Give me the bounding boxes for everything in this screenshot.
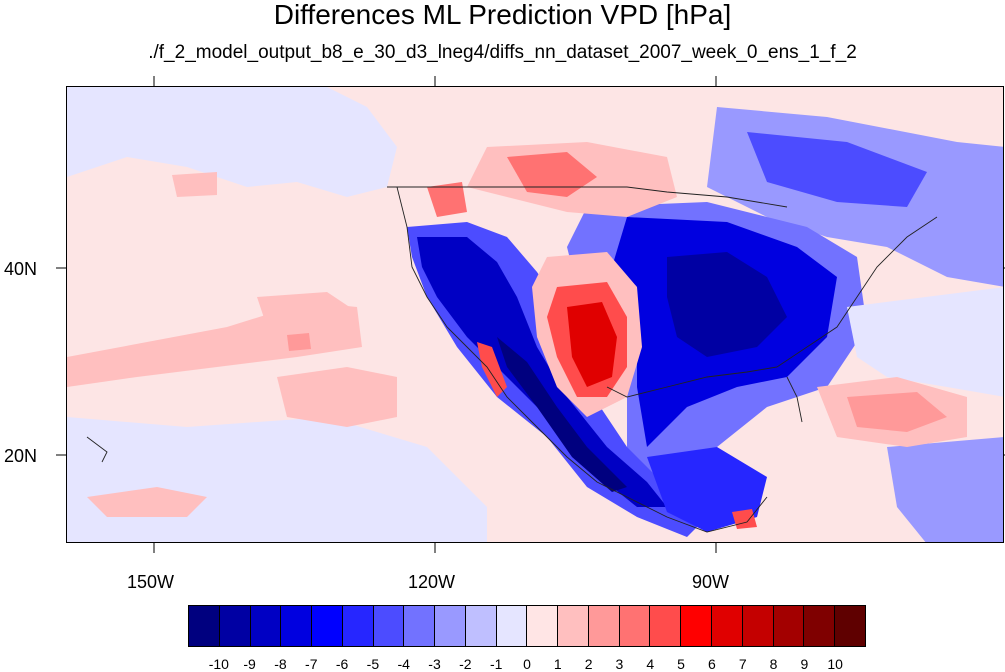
- vpd-difference-field: [67, 87, 1003, 542]
- colorbar-label: 7: [738, 656, 747, 672]
- colorbar-cell: [527, 606, 559, 646]
- colorbar-label: 1: [553, 656, 562, 672]
- lon-label-90w: 90W: [692, 572, 730, 592]
- colorbar-label: 6: [708, 656, 716, 672]
- colorbar-label: -7: [305, 656, 318, 672]
- eastern-us-navy-core: [667, 252, 787, 357]
- colorbar-cell: [250, 606, 282, 646]
- colorbar-label: 5: [677, 656, 685, 672]
- pacific-pale-red-north: [257, 292, 357, 332]
- colorbar-label: -6: [335, 656, 349, 672]
- colorbar-cell: [435, 606, 466, 646]
- colorbar-cell: [312, 606, 343, 646]
- colorbar-cell: [835, 606, 865, 646]
- colorbar-label: -3: [428, 656, 441, 672]
- colorbar-cell: [558, 606, 589, 646]
- pacific-nw-red: [427, 182, 467, 217]
- pacific-pale-red-patch: [172, 172, 217, 197]
- map-panel: [66, 86, 1004, 543]
- colorbar-cell: [804, 606, 836, 646]
- colorbar-labels: -10 -9 -8 -7 -6 -5 -4 -3 -2 -1 0 1 2 3 4 5 6 7 8 9 10: [188, 656, 866, 672]
- mexico-navy-band: [497, 337, 627, 492]
- colorbar-cell: [588, 606, 620, 646]
- canada-mid-blue-region: [747, 132, 927, 207]
- central-america-blue: [647, 447, 767, 532]
- lat-label-20n: 20N: [4, 446, 38, 466]
- colorbar-cell: [650, 606, 682, 646]
- colorbar-cell: [619, 606, 651, 646]
- lat-label-40n: 40N: [4, 259, 38, 279]
- colorbar-label: 9: [800, 656, 809, 672]
- figure-title: Differences ML Prediction VPD [hPa]: [273, 0, 732, 30]
- gulf-mid-red-region: [847, 392, 947, 432]
- colorbar-cell: [496, 606, 528, 646]
- coastline-outlines: [86, 186, 938, 533]
- colorbar-label: 4: [646, 656, 655, 672]
- colorbar-label: 3: [615, 656, 624, 672]
- colorbar-label: -9: [243, 656, 256, 672]
- colorbar-label: -2: [459, 656, 472, 672]
- baja-red-strip: [477, 342, 507, 397]
- pacific-mid-red-spot: [287, 333, 311, 351]
- colorbar-label: 2: [584, 656, 593, 672]
- colorbar-label: 10: [827, 656, 843, 672]
- colorbar-label: -5: [366, 656, 380, 672]
- colorbar-cell: [712, 606, 743, 646]
- colorbar-cell: [189, 606, 220, 646]
- colorbar: [188, 605, 866, 647]
- pacific-pale-red-south: [87, 487, 207, 517]
- colorbar-label: -4: [397, 656, 410, 672]
- atlantic-blue-south: [887, 437, 1003, 542]
- colorbar-cell: [219, 606, 251, 646]
- colorbar-label: 0: [523, 656, 531, 672]
- colorbar-cell: [465, 606, 497, 646]
- colorbar-cell: [681, 606, 713, 646]
- figure-subtitle: ./f_2_model_output_b8_e_30_d3_lneg4/diff…: [148, 42, 857, 63]
- colorbar-label: -8: [274, 656, 287, 672]
- pacific-pale-red-blob: [277, 367, 397, 427]
- lon-label-120w: 120W: [408, 572, 456, 592]
- northern-plains-red: [507, 152, 597, 197]
- lon-label-150w: 150W: [127, 572, 175, 592]
- colorbar-label: -10: [208, 656, 229, 672]
- western-us-deep-blue-region: [417, 237, 667, 507]
- colorbar-cell: [281, 606, 313, 646]
- pacific-light-blue-region: [67, 87, 397, 197]
- colorbar-cell: [404, 606, 436, 646]
- colorbar-label: 8: [769, 656, 778, 672]
- texas-deep-red-core: [567, 302, 617, 387]
- atlantic-light-blue: [847, 287, 1003, 397]
- colorbar-cell: [742, 606, 774, 646]
- colorbar-label: -1: [489, 656, 503, 672]
- colorbar-cell: [773, 606, 805, 646]
- colorbar-cell: [342, 606, 374, 646]
- colorbar-cell: [373, 606, 405, 646]
